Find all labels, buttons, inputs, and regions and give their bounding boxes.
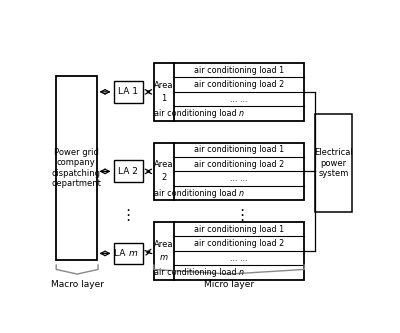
Text: Power grid
company
dispatching
department: Power grid company dispatching departmen… xyxy=(52,148,101,188)
Text: ... ...: ... ... xyxy=(230,95,248,104)
Bar xyxy=(154,143,304,200)
Bar xyxy=(315,114,352,212)
Text: ⋮: ⋮ xyxy=(234,208,250,223)
Text: Area: Area xyxy=(154,161,174,169)
Text: ⋮: ⋮ xyxy=(120,208,136,223)
Text: ... ...: ... ... xyxy=(230,253,248,262)
Text: air conditioning load: air conditioning load xyxy=(154,188,239,197)
Text: LA 2: LA 2 xyxy=(118,167,138,176)
Bar xyxy=(114,242,143,264)
Text: LA 1: LA 1 xyxy=(118,87,138,96)
Bar xyxy=(114,161,143,182)
Text: Electrical
power
system: Electrical power system xyxy=(314,148,353,178)
Text: air conditioning load 2: air conditioning load 2 xyxy=(194,239,284,248)
Text: air conditioning load 1: air conditioning load 1 xyxy=(194,66,284,75)
Bar xyxy=(114,81,143,103)
Bar xyxy=(154,222,304,280)
Text: 2: 2 xyxy=(161,173,166,182)
Text: air conditioning load 2: air conditioning load 2 xyxy=(194,160,284,168)
Text: air conditioning load 1: air conditioning load 1 xyxy=(194,145,284,154)
Text: m: m xyxy=(160,253,168,262)
Text: Micro layer: Micro layer xyxy=(204,280,254,289)
Text: n: n xyxy=(239,188,244,197)
Text: Area: Area xyxy=(154,81,174,90)
Bar xyxy=(154,63,304,121)
Text: air conditioning load: air conditioning load xyxy=(154,268,239,277)
Text: n: n xyxy=(239,109,244,118)
Text: Macro layer: Macro layer xyxy=(51,280,104,289)
Text: Area: Area xyxy=(154,240,174,249)
Text: n: n xyxy=(239,268,244,277)
Text: air conditioning load 2: air conditioning load 2 xyxy=(194,80,284,89)
Text: m: m xyxy=(128,249,137,258)
Text: air conditioning load 1: air conditioning load 1 xyxy=(194,225,284,234)
Text: air conditioning load: air conditioning load xyxy=(154,109,239,118)
Text: ... ...: ... ... xyxy=(230,174,248,183)
Text: 1: 1 xyxy=(161,94,166,103)
Bar xyxy=(56,76,96,260)
Text: LA: LA xyxy=(114,249,128,258)
